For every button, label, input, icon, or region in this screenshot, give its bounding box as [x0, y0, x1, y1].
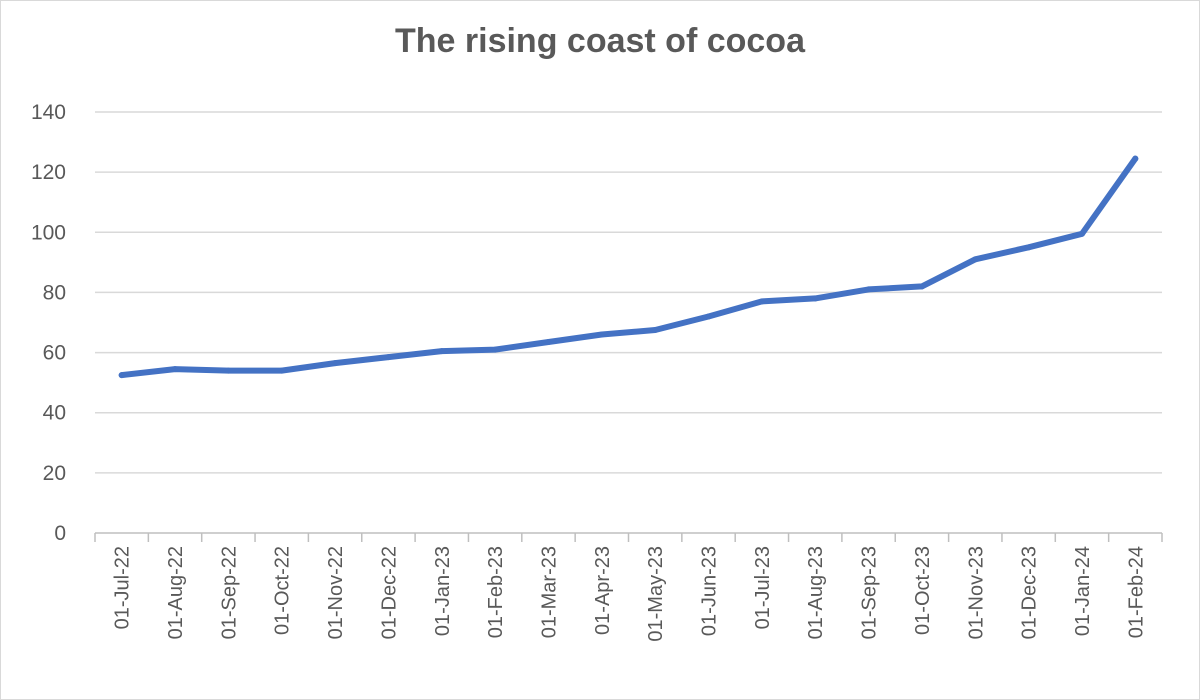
y-tick-label: 140 — [31, 101, 66, 124]
x-axis — [94, 532, 1163, 542]
y-tick-label: 20 — [43, 462, 66, 485]
data-point — [705, 313, 712, 320]
x-tick-label: 01-Jun-23 — [699, 546, 721, 636]
x-tick-label: 01-Jan-24 — [1072, 546, 1094, 636]
x-axis-ticks: 01-Jul-22 01-Aug-22 01-Sep-22 01-Oct-22 01-N… — [112, 546, 1148, 642]
x-tick-label: 01-Aug-22 — [165, 546, 187, 639]
data-point — [225, 367, 232, 374]
y-tick-label: 100 — [31, 221, 66, 244]
x-tick-label: 01-Jul-22 — [112, 546, 134, 629]
data-point — [598, 331, 605, 338]
x-tick-label: 01-Nov-23 — [965, 546, 987, 639]
x-tick-label: 01-Feb-23 — [485, 546, 507, 638]
x-tick-label: 01-Apr-23 — [592, 546, 614, 635]
data-point — [118, 372, 125, 379]
x-tick-label: 01-Oct-23 — [912, 546, 934, 635]
data-point — [438, 348, 445, 355]
x-tick-label: 01-Sep-23 — [859, 546, 881, 639]
data-point — [758, 298, 765, 305]
x-tick-label: 01-Aug-23 — [805, 546, 827, 639]
data-point — [1132, 155, 1139, 162]
y-tick-label: 0 — [54, 522, 66, 545]
data-point — [492, 346, 499, 353]
x-tick-label: 01-Dec-23 — [1019, 546, 1041, 639]
y-axis-ticks: 0 20 40 60 80 100 120 140 — [31, 101, 66, 545]
data-point — [172, 366, 179, 373]
y-tick-label: 80 — [43, 281, 66, 304]
x-tick-label: 01-Sep-22 — [218, 546, 240, 639]
x-tick-label: 01-Mar-23 — [538, 546, 560, 638]
x-tick-label: 01-Jul-23 — [752, 546, 774, 629]
x-tick-label: 01-Dec-22 — [378, 546, 400, 639]
x-tick-label: 01-Oct-22 — [272, 546, 294, 635]
data-point — [918, 283, 925, 290]
x-tick-label: 01-Jan-23 — [432, 546, 454, 636]
data-point — [1078, 230, 1085, 237]
series-line — [118, 155, 1139, 379]
y-tick-label: 40 — [43, 402, 66, 425]
x-tick-label: 01-Feb-24 — [1125, 546, 1147, 638]
x-tick-label: 01-Nov-22 — [325, 546, 347, 639]
data-point — [545, 339, 552, 346]
series-line-group — [118, 155, 1139, 379]
gridlines — [95, 111, 1162, 474]
data-point — [278, 367, 285, 374]
data-point — [812, 295, 819, 302]
data-point — [332, 360, 339, 367]
data-point — [652, 327, 659, 334]
data-point — [1025, 244, 1032, 251]
x-tick-label: 01-May-23 — [645, 546, 667, 642]
y-tick-label: 120 — [31, 161, 66, 184]
data-point — [865, 286, 872, 293]
data-point — [385, 354, 392, 361]
chart-title: The rising coast of cocoa — [395, 22, 805, 60]
data-point — [972, 256, 979, 263]
y-tick-label: 60 — [43, 342, 66, 365]
